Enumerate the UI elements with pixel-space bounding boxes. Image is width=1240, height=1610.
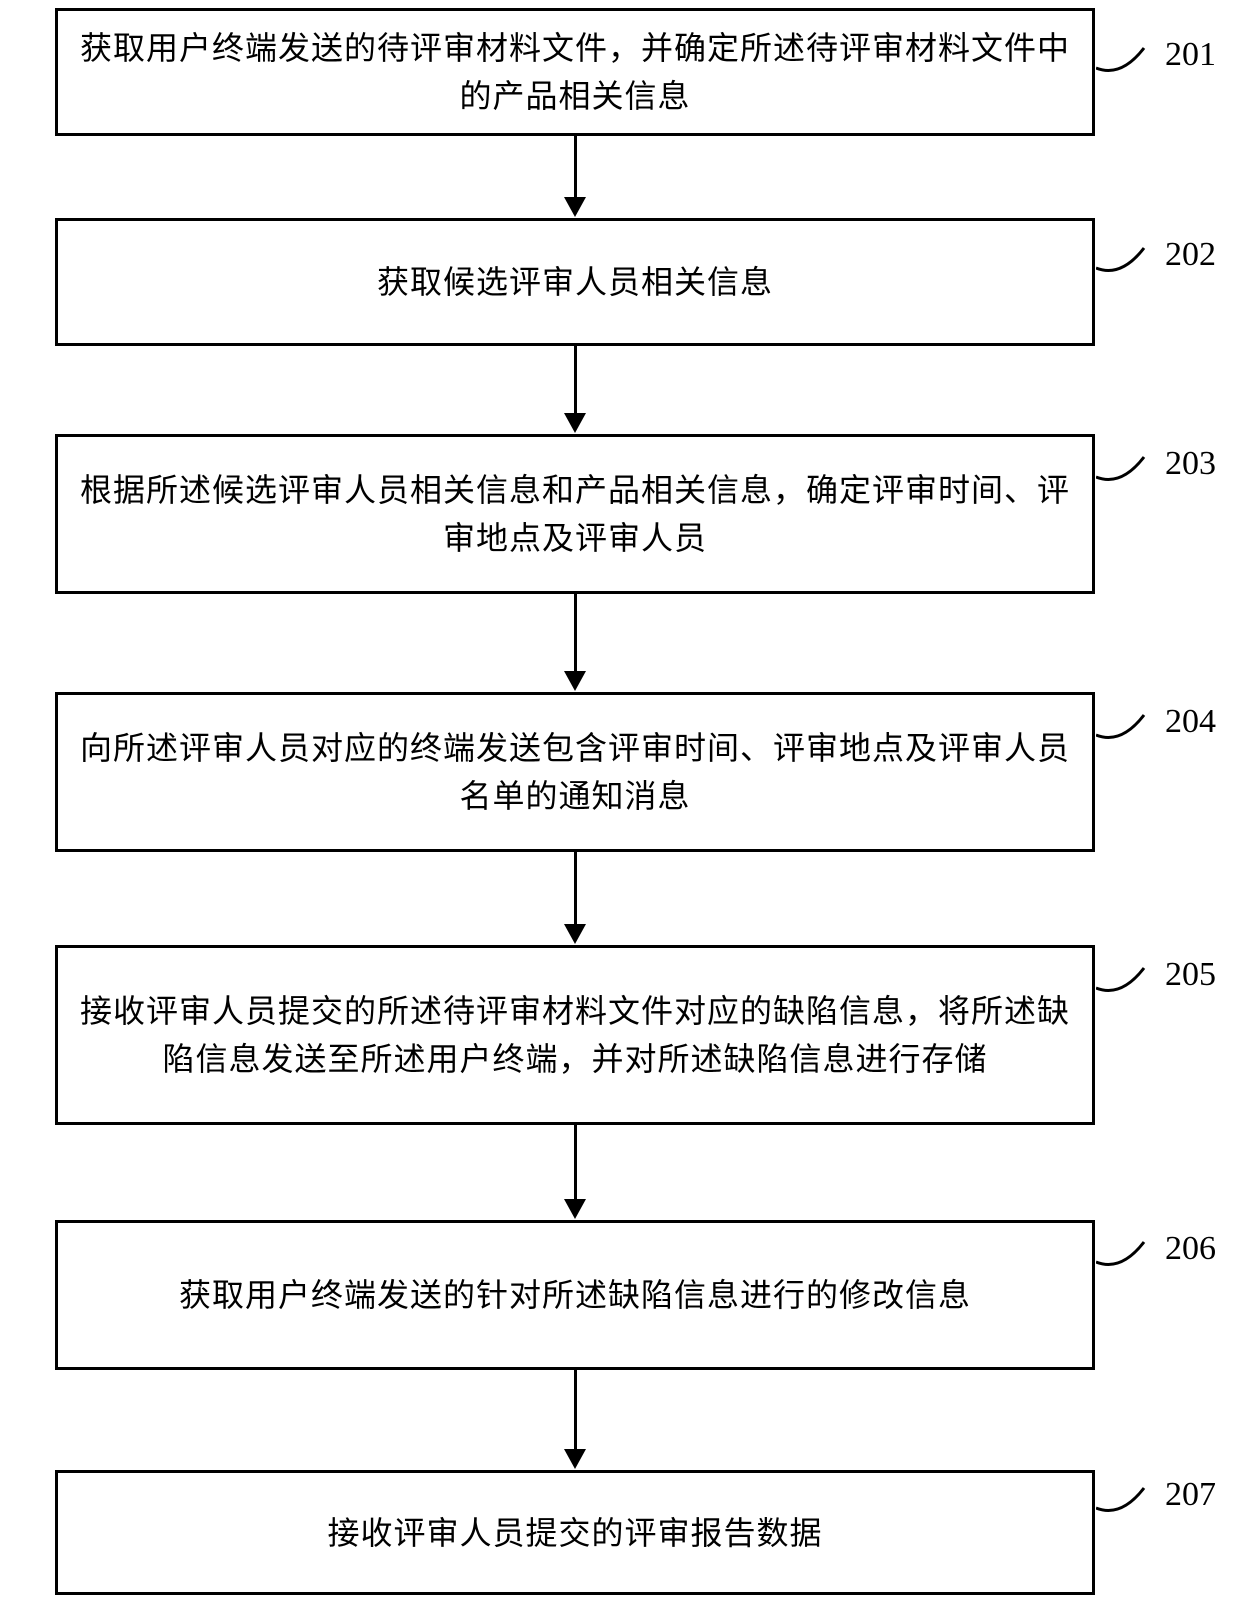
tick-204: [1096, 713, 1156, 753]
step-205: 接收评审人员提交的所述待评审材料文件对应的缺陷信息，将所述缺陷信息发送至所述用户…: [55, 945, 1095, 1125]
label-201: 201: [1165, 36, 1216, 74]
tick-207: [1096, 1486, 1156, 1526]
arrow-1: [564, 136, 586, 217]
arrow-5: [564, 1125, 586, 1219]
tick-201: [1096, 46, 1156, 86]
label-206: 206: [1165, 1230, 1216, 1268]
tick-202: [1096, 246, 1156, 286]
label-204: 204: [1165, 703, 1216, 741]
label-205: 205: [1165, 956, 1216, 994]
step-205-text: 接收评审人员提交的所述待评审材料文件对应的缺陷信息，将所述缺陷信息发送至所述用户…: [78, 987, 1072, 1083]
step-201-text: 获取用户终端发送的待评审材料文件，并确定所述待评审材料文件中的产品相关信息: [78, 24, 1072, 120]
step-207: 接收评审人员提交的评审报告数据: [55, 1470, 1095, 1595]
tick-206: [1096, 1240, 1156, 1280]
tick-205: [1096, 966, 1156, 1006]
step-204: 向所述评审人员对应的终端发送包含评审时间、评审地点及评审人员名单的通知消息: [55, 692, 1095, 852]
step-207-text: 接收评审人员提交的评审报告数据: [327, 1509, 822, 1557]
arrow-2: [564, 346, 586, 433]
arrow-3: [564, 594, 586, 691]
step-202: 获取候选评审人员相关信息: [55, 218, 1095, 346]
label-203: 203: [1165, 445, 1216, 483]
label-202: 202: [1165, 236, 1216, 274]
arrow-6: [564, 1370, 586, 1469]
step-201: 获取用户终端发送的待评审材料文件，并确定所述待评审材料文件中的产品相关信息: [55, 8, 1095, 136]
tick-203: [1096, 455, 1156, 495]
label-207: 207: [1165, 1476, 1216, 1514]
arrow-4: [564, 852, 586, 944]
step-202-text: 获取候选评审人员相关信息: [377, 258, 773, 306]
step-206-text: 获取用户终端发送的针对所述缺陷信息进行的修改信息: [179, 1271, 971, 1319]
flowchart-container: 获取用户终端发送的待评审材料文件，并确定所述待评审材料文件中的产品相关信息 20…: [0, 0, 1240, 1610]
step-206: 获取用户终端发送的针对所述缺陷信息进行的修改信息: [55, 1220, 1095, 1370]
step-203-text: 根据所述候选评审人员相关信息和产品相关信息，确定评审时间、评审地点及评审人员: [78, 466, 1072, 562]
step-204-text: 向所述评审人员对应的终端发送包含评审时间、评审地点及评审人员名单的通知消息: [78, 724, 1072, 820]
step-203: 根据所述候选评审人员相关信息和产品相关信息，确定评审时间、评审地点及评审人员: [55, 434, 1095, 594]
